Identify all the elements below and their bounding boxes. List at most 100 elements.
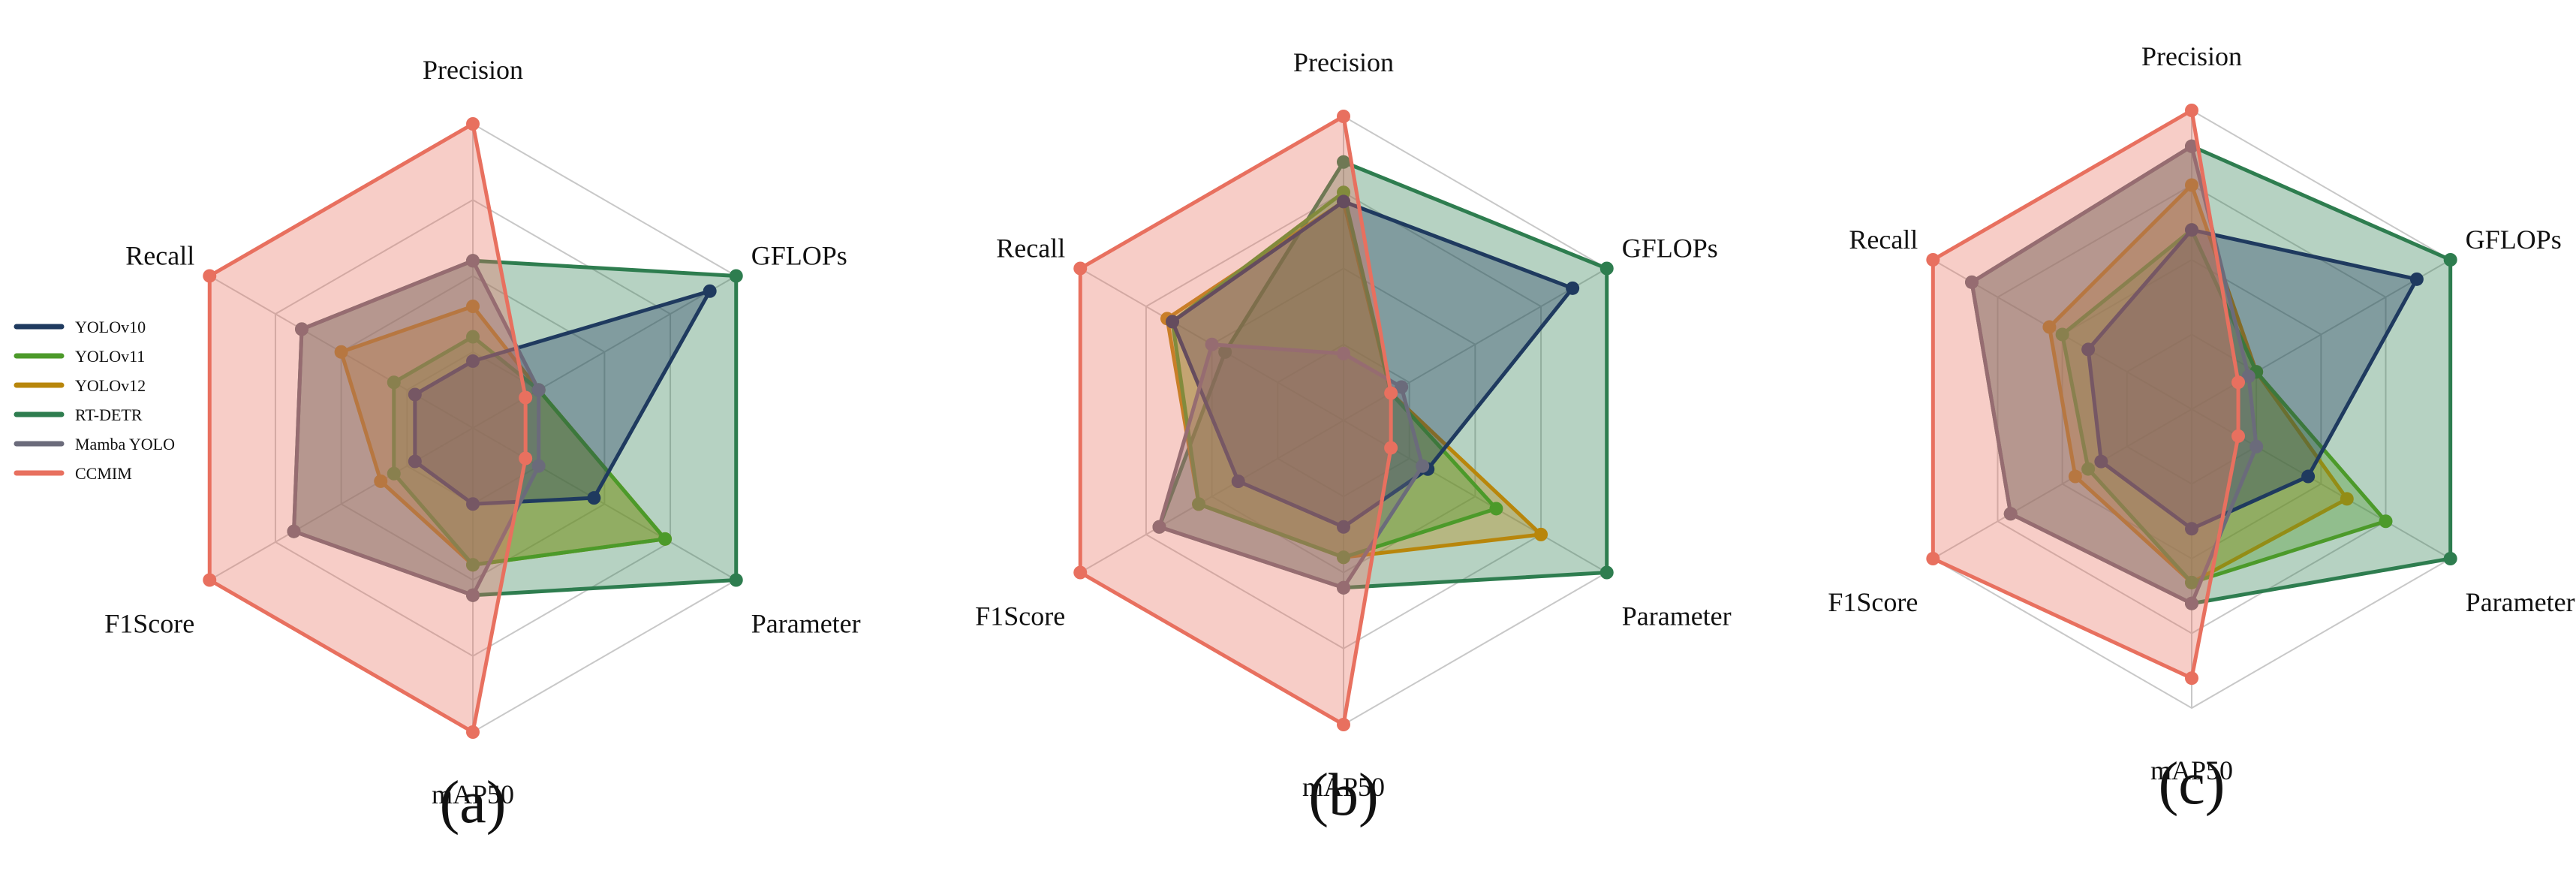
data-point-mamba-yolo-precision	[1337, 346, 1350, 360]
data-point-yolov11-f1score	[387, 466, 401, 481]
data-point-yolov10-gflops	[2409, 272, 2424, 286]
axis-spoke	[1079, 420, 1344, 574]
panel-label: (a)	[440, 770, 507, 836]
data-point-yolov10-precision	[1337, 194, 1350, 209]
radar-panel-b: Precision GFLOPs Parameter mAP50 F1Score Reca…	[975, 47, 1731, 828]
data-point-rt-detr-parameter	[1599, 565, 1614, 580]
data-point-yolov11-map50	[466, 558, 480, 572]
data-point-yolov10-map50	[1337, 520, 1350, 534]
data-point-rt-detr-parameter	[2443, 552, 2457, 565]
axis-label-f1score: F1Score	[1828, 587, 1918, 617]
data-point-rt-detr-recall	[1218, 345, 1232, 359]
axis-label-gflops: GFLOPs	[751, 241, 847, 271]
axis-label-precision: Precision	[2141, 41, 2242, 71]
data-point-rt-detr-gflops	[1599, 261, 1614, 276]
data-point-mamba-yolo-f1score	[1152, 520, 1166, 534]
data-point-ccmim-precision	[2185, 104, 2198, 117]
axis-label-precision: Precision	[423, 55, 523, 85]
data-point-mamba-yolo-parameter	[531, 459, 546, 473]
legend-label-yolov11: YOLOv11	[75, 347, 145, 366]
radar-panel-c: Precision GFLOPs Parameter mAP50 F1Score Reca…	[1828, 41, 2574, 817]
axis-label-recall: Recall	[996, 234, 1065, 264]
axis-label-recall: Recall	[125, 241, 194, 271]
data-point-yolov10-f1score	[1231, 475, 1245, 488]
data-point-yolov10-precision	[466, 354, 480, 368]
data-point-yolov10-gflops	[703, 284, 717, 298]
data-point-ccmim-parameter	[519, 451, 533, 466]
data-point-yolov11-recall	[387, 375, 401, 390]
data-point-yolov11-map50	[2185, 575, 2198, 589]
data-point-mamba-yolo-f1score	[287, 524, 301, 538]
data-point-yolov11-parameter	[1489, 502, 1503, 516]
data-point-mamba-yolo-recall	[1205, 337, 1219, 351]
data-point-mamba-yolo-map50	[1337, 580, 1350, 595]
axis-label-gflops: GFLOPs	[2466, 225, 2562, 255]
axis-label-parameter: Parameter	[1622, 601, 1732, 631]
data-point-yolov12-parameter	[1534, 527, 1548, 541]
axis-label-map50: mAP50	[432, 779, 514, 809]
data-point-ccmim-map50	[1337, 718, 1350, 731]
data-point-mamba-yolo-f1score	[2003, 507, 2018, 521]
data-point-ccmim-gflops	[1384, 386, 1398, 400]
data-point-yolov11-parameter	[2379, 514, 2393, 529]
axis-label-precision: Precision	[1293, 47, 1394, 77]
axis-spoke	[1932, 408, 2192, 559]
data-point-yolov11-f1score	[1192, 497, 1206, 511]
data-point-rt-detr-gflops	[729, 269, 743, 283]
data-point-rt-detr-precision	[1337, 155, 1350, 169]
series-area-ccmim	[1078, 114, 1393, 727]
axis-spoke	[472, 427, 737, 581]
data-point-yolov10-f1score	[408, 454, 422, 469]
axis-spoke	[209, 427, 474, 581]
data-point-yolov10-parameter	[587, 491, 601, 505]
data-point-yolov12-recall	[334, 345, 348, 359]
data-point-yolov12-f1score	[2068, 469, 2082, 484]
data-point-mamba-yolo-recall	[295, 322, 309, 336]
data-point-mamba-yolo-gflops	[531, 383, 546, 397]
axis-label-parameter: Parameter	[2466, 587, 2575, 617]
data-point-yolov11-parameter	[658, 532, 673, 546]
data-point-mamba-yolo-parameter	[2249, 439, 2264, 454]
data-point-mamba-yolo-parameter	[1416, 459, 1430, 473]
panel-label: (b)	[1308, 762, 1378, 828]
data-point-ccmim-precision	[1337, 110, 1350, 123]
data-point-yolov10-recall	[1166, 315, 1180, 329]
data-point-yolov10-recall	[2081, 342, 2096, 357]
data-point-mamba-yolo-map50	[466, 588, 480, 602]
data-point-rt-detr-parameter	[729, 573, 743, 587]
legend-label-rt-detr: RT-DETR	[75, 405, 143, 424]
axis-label-map50: mAP50	[2150, 755, 2233, 785]
data-point-yolov11-precision	[466, 330, 480, 344]
data-point-yolov12-precision	[466, 300, 480, 313]
axis-label-gflops: GFLOPs	[1622, 234, 1718, 264]
panel-label: (c)	[2159, 751, 2225, 817]
data-point-mamba-yolo-gflops	[1395, 380, 1409, 394]
data-point-mamba-yolo-precision	[466, 254, 480, 268]
series-area-ccmim	[207, 122, 528, 734]
data-point-ccmim-gflops	[2231, 375, 2246, 390]
data-point-mamba-yolo-recall	[1965, 275, 1979, 289]
axis-label-f1score: F1Score	[104, 609, 194, 639]
data-point-yolov10-gflops	[1566, 281, 1580, 295]
data-point-yolov10-precision	[2185, 223, 2198, 237]
data-point-yolov10-f1score	[2094, 454, 2108, 469]
data-point-mamba-yolo-map50	[2185, 596, 2198, 610]
data-point-ccmim-parameter	[2231, 429, 2246, 443]
data-point-ccmim-map50	[2185, 671, 2198, 686]
radar-panel-a: Precision GFLOPs Parameter mAP50 F1Score Reca…	[104, 55, 860, 836]
data-point-yolov10-parameter	[2301, 469, 2316, 484]
data-point-yolov12-recall	[2042, 320, 2057, 334]
data-point-ccmim-recall	[203, 269, 217, 283]
data-point-ccmim-recall	[1926, 253, 1940, 267]
data-point-ccmim-precision	[466, 117, 480, 131]
axis-label-map50: mAP50	[1302, 772, 1385, 802]
data-point-ccmim-f1score	[1926, 552, 1940, 565]
data-point-yolov12-precision	[2185, 178, 2198, 192]
data-point-mamba-yolo-precision	[2185, 139, 2198, 153]
data-point-ccmim-f1score	[203, 573, 217, 587]
axis-spoke	[472, 275, 737, 429]
data-point-ccmim-f1score	[1073, 565, 1088, 580]
data-point-yolov10-map50	[466, 497, 480, 511]
data-point-yolov12-parameter	[2340, 492, 2354, 506]
